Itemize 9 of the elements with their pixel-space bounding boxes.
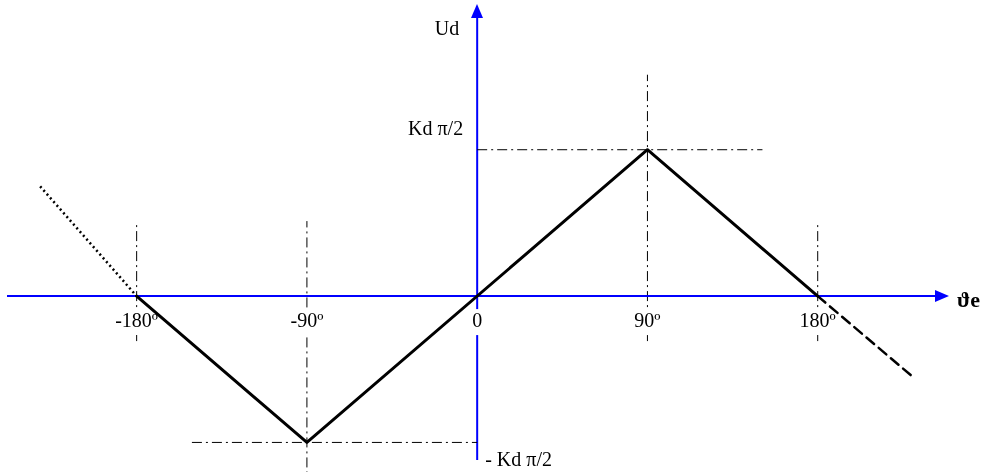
x-tick-label: 180º [799, 309, 836, 332]
text: Ud [434, 17, 460, 40]
x-axis-title: ϑe [957, 286, 981, 312]
x-tick-label: -180º [115, 309, 159, 332]
annotation: Kd π/2 [408, 116, 464, 139]
x-tick-label: 90º [634, 309, 661, 332]
annotation: - Kd π/2 [485, 447, 552, 470]
x-tick-label: 0 [472, 309, 483, 332]
x-tick-label: -90º [290, 309, 324, 332]
